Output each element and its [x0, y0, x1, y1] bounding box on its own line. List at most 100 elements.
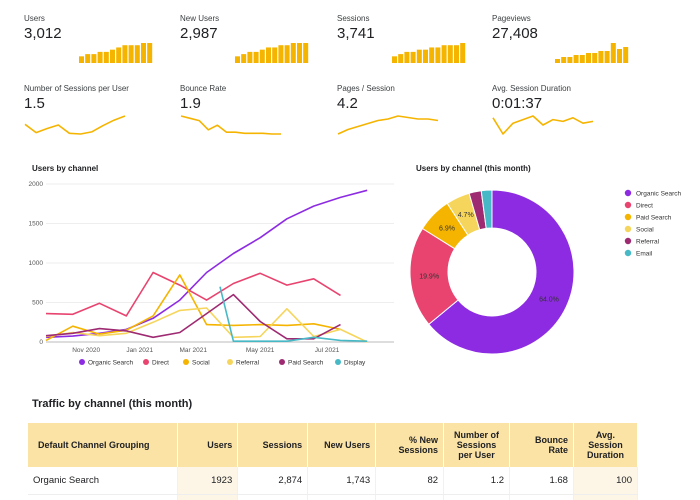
legend-label: Referral — [236, 360, 260, 367]
cell-channel: Organic Search — [28, 467, 179, 495]
column-header-users[interactable]: Users — [177, 423, 239, 467]
legend-marker — [624, 213, 632, 221]
column-header-sessions-per-user[interactable]: Number of Sessions per User — [443, 423, 511, 467]
sparkline-bar — [454, 45, 459, 63]
y-tick-label: 1500 — [29, 221, 44, 228]
legend-marker — [143, 359, 149, 365]
sparkline-bar — [235, 56, 240, 63]
donut-slice-email — [480, 189, 493, 229]
legend-marker — [624, 189, 632, 197]
sparkline-bar — [592, 53, 598, 63]
legend-label: Display — [344, 360, 366, 367]
sparkline-bar — [134, 45, 140, 63]
sparkline-bar — [598, 51, 604, 63]
kpi-label: Pageviews — [492, 14, 531, 23]
column-header-avg-session-duration[interactable]: Avg. Session Duration — [573, 423, 639, 467]
kpi-value: 3,012 — [24, 25, 62, 42]
cell-new-users: 1,743 — [307, 467, 377, 495]
users-by-channel-month-title: Users by channel (this month) — [416, 164, 531, 173]
kpi-value: 1.9 — [180, 95, 201, 112]
traffic-table-title: Traffic by channel (this month) — [32, 398, 193, 410]
kpi-value: 27,408 — [492, 25, 538, 42]
sparkline-bar — [604, 51, 610, 63]
y-tick-label: 500 — [32, 300, 43, 307]
slice-label: 6.9% — [439, 225, 455, 232]
sparkline-bar — [85, 54, 91, 63]
kpi-value: 2,987 — [180, 25, 218, 42]
x-tick-label: Mar 2021 — [179, 347, 207, 354]
kpi-label: Number of Sessions per User — [24, 84, 129, 93]
kpi-value: 3,741 — [337, 25, 375, 42]
sparkline-bar — [460, 43, 466, 63]
sparkline-bar — [435, 47, 441, 63]
sparkline-bar — [290, 43, 296, 63]
column-header-sessions[interactable]: Sessions — [237, 423, 309, 467]
users-by-channel-month-chart: 64.0% 19.9% 6.9%4.7% Organic Search Direct Pa… — [410, 189, 682, 355]
legend-label: Direct — [636, 203, 653, 210]
sparkline-line — [180, 115, 281, 135]
legend-marker — [335, 359, 341, 365]
sparkline-bar — [398, 54, 404, 63]
kpi-line-sparkline — [492, 115, 594, 135]
column-header-new-users[interactable]: New Users — [307, 423, 377, 467]
kpi-line-sparkline — [337, 115, 439, 135]
kpi-bar-sparkline — [235, 43, 309, 63]
kpi-label: Bounce Rate — [180, 84, 227, 93]
legend-marker — [183, 359, 189, 365]
kpi-label: Avg. Session Duration — [492, 84, 572, 93]
column-header-bounce-rate[interactable]: Bounce Rate — [509, 423, 574, 467]
users-by-channel-chart: 0 500 1000 1500 2000 Nov 2020 Jan 2021 Mar 2021… — [29, 181, 394, 367]
sparkline-bar — [272, 47, 278, 63]
legend-marker — [624, 249, 632, 257]
series-line-social — [45, 274, 341, 342]
kpi-tile-top: Pageviews 27,408 — [492, 14, 642, 64]
legend-label: Direct — [152, 360, 169, 367]
x-tick-label: Jul 2021 — [315, 347, 340, 354]
column-header-new-sessions-pct[interactable]: % New Sessions — [375, 423, 445, 467]
kpi-tile-top: New Users 2,987 — [180, 14, 330, 64]
sparkline-bar — [610, 43, 616, 63]
sparkline-bar — [284, 45, 290, 63]
legend-label: Organic Search — [88, 360, 134, 367]
kpi-value: 4.2 — [337, 95, 358, 112]
legend-label: Social — [636, 227, 654, 234]
sparkline-bar — [410, 51, 416, 63]
sparkline-bar — [416, 49, 422, 63]
sparkline-bar — [91, 54, 97, 63]
sparkline-bar — [441, 45, 447, 63]
kpi-tile-line: Pages / Session 4.2 — [337, 84, 487, 139]
kpi-label: Pages / Session — [337, 84, 395, 93]
sparkline-bar — [617, 49, 622, 63]
kpi-tile-top: Sessions 3,741 — [337, 14, 487, 64]
sparkline-bar — [555, 59, 560, 63]
sparkline-bar — [110, 49, 115, 63]
slice-label: 64.0% — [539, 296, 559, 303]
series-line-direct — [45, 271, 341, 317]
sparkline-bar — [147, 43, 153, 63]
sparkline-bar — [253, 51, 259, 63]
sparkline-bar — [561, 57, 567, 63]
sparkline-bar — [579, 55, 585, 63]
legend-label: Organic Search — [636, 191, 682, 198]
column-header-channel[interactable]: Default Channel Grouping — [28, 423, 179, 467]
cell-new-sessions-pct: 82 — [375, 467, 445, 495]
y-tick-label: 2000 — [29, 181, 44, 188]
sparkline-bar — [241, 54, 247, 63]
legend-label: Paid Search — [288, 360, 324, 367]
sparkline-bar — [429, 47, 435, 63]
sparkline-bar — [623, 47, 629, 63]
sparkline-line — [492, 115, 594, 135]
sparkline-bar — [278, 45, 284, 63]
sparkline-bar — [79, 56, 84, 63]
kpi-tile-top: Users 3,012 — [24, 14, 174, 64]
sparkline-bar — [116, 47, 122, 63]
sparkline-bar — [303, 43, 309, 63]
sparkline-bar — [259, 49, 265, 63]
sparkline-bar — [128, 45, 134, 63]
kpi-tile-line: Number of Sessions per User 1.5 — [24, 84, 174, 139]
sparkline-bar — [447, 45, 453, 63]
x-tick-label: Nov 2020 — [72, 347, 100, 354]
sparkline-bar — [573, 55, 579, 63]
legend-marker — [227, 359, 233, 365]
x-tick-label: Jan 2021 — [126, 347, 153, 354]
